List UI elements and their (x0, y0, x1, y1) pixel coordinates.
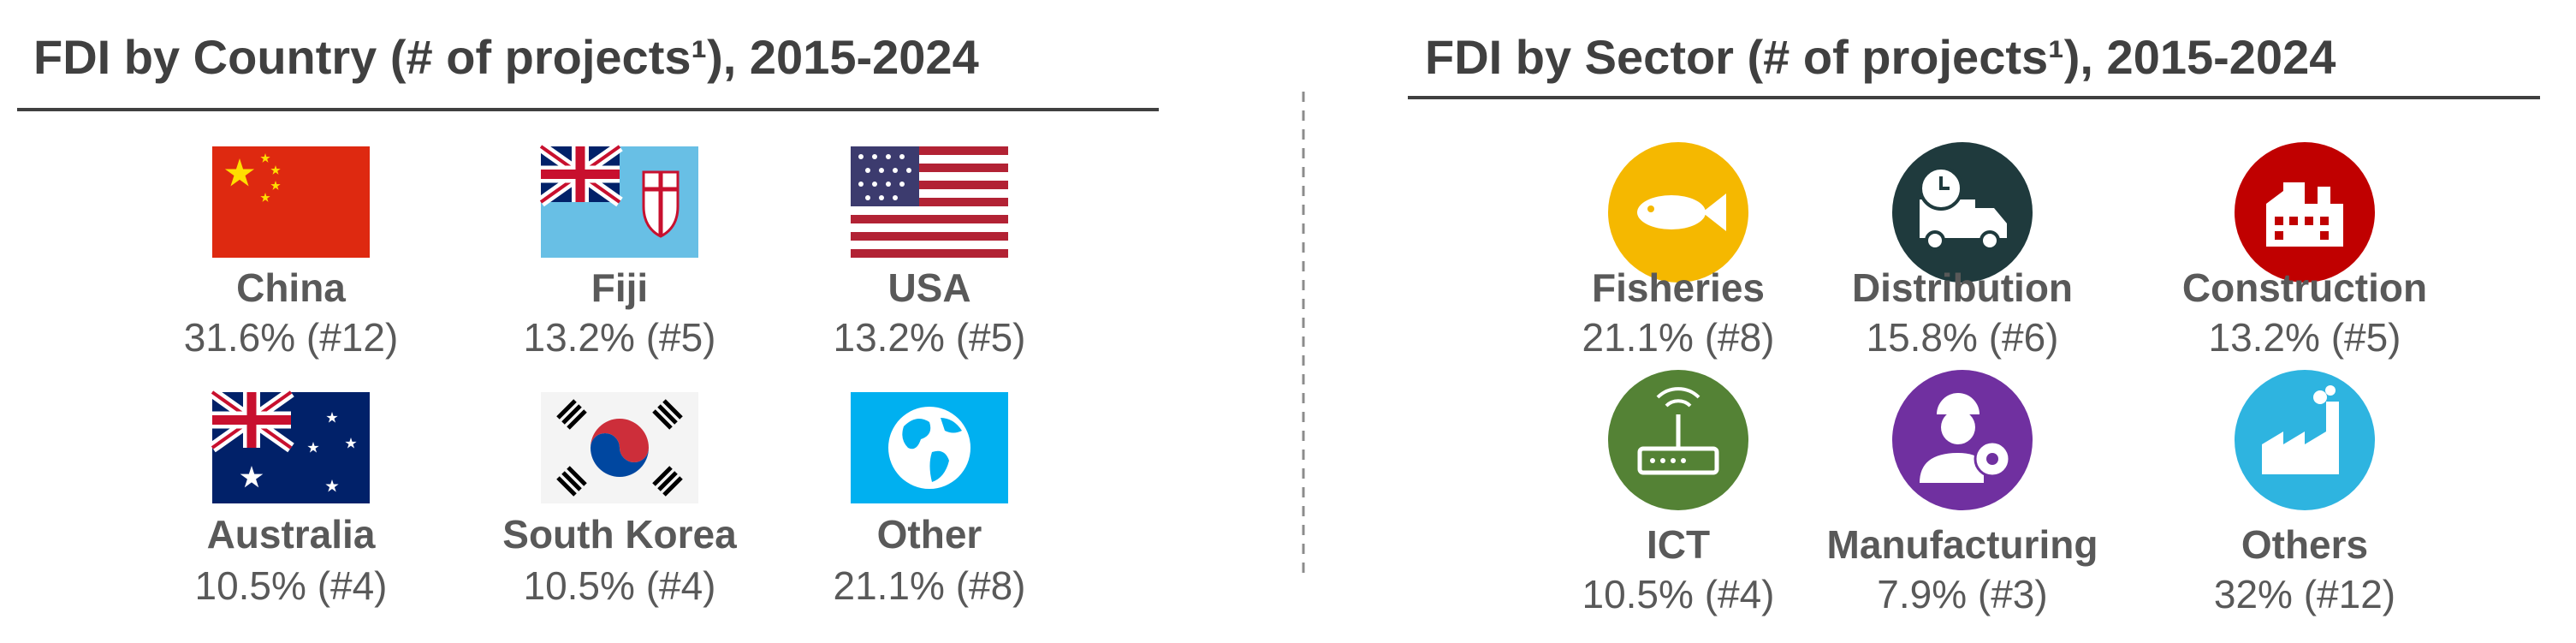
item-value: 13.2% (#5) (2208, 315, 2401, 360)
icon-fisheries (1608, 142, 1748, 283)
flag-fiji (541, 146, 698, 258)
flag-china (212, 146, 370, 258)
icon-others (2235, 370, 2375, 510)
panel-title: FDI by Sector (# of projects¹), 2015-202… (1425, 30, 2336, 84)
item-label: Australia (207, 512, 376, 557)
item-label: Others (2241, 522, 2368, 567)
item-label: China (236, 265, 346, 310)
icon-construction (2235, 142, 2375, 283)
item-value: 21.1% (#8) (833, 563, 1025, 608)
item-label: Fisheries (1592, 265, 1765, 310)
item-label: ICT (1647, 522, 1710, 567)
item-value: 15.8% (#6) (1866, 315, 2058, 360)
icon-distribution (1892, 142, 2033, 283)
item-value: 7.9% (#3) (1877, 572, 2047, 616)
item-label: Fiji (591, 265, 648, 310)
item-value: 10.5% (#4) (194, 563, 387, 608)
item-label: Other (877, 512, 982, 557)
item-label: Distribution (1852, 265, 2073, 310)
item-value: 10.5% (#4) (523, 563, 715, 608)
item-value: 13.2% (#5) (833, 315, 1025, 360)
flag-south-korea (541, 392, 698, 503)
item-value: 21.1% (#8) (1582, 315, 1774, 360)
item-value: 13.2% (#5) (523, 315, 715, 360)
item-value: 32% (#12) (2214, 572, 2395, 616)
item-label: Construction (2182, 265, 2427, 310)
icon-ict (1608, 370, 1748, 510)
labels: China 31.6% (#12) Fiji 13.2% (#5) USA 13.2% (… (184, 265, 2427, 616)
item-label: South Korea (502, 512, 737, 557)
flag-other (851, 392, 1008, 503)
item-label: Manufacturing (1827, 522, 2098, 567)
item-value: 10.5% (#4) (1582, 572, 1774, 616)
item-label: USA (887, 265, 970, 310)
item-value: 31.6% (#12) (184, 315, 399, 360)
panel-title: FDI by Country (# of projects¹), 2015-20… (33, 30, 979, 84)
flag-usa (851, 146, 1008, 258)
flag-australia (212, 392, 370, 503)
icon-manufacturing (1892, 370, 2033, 510)
